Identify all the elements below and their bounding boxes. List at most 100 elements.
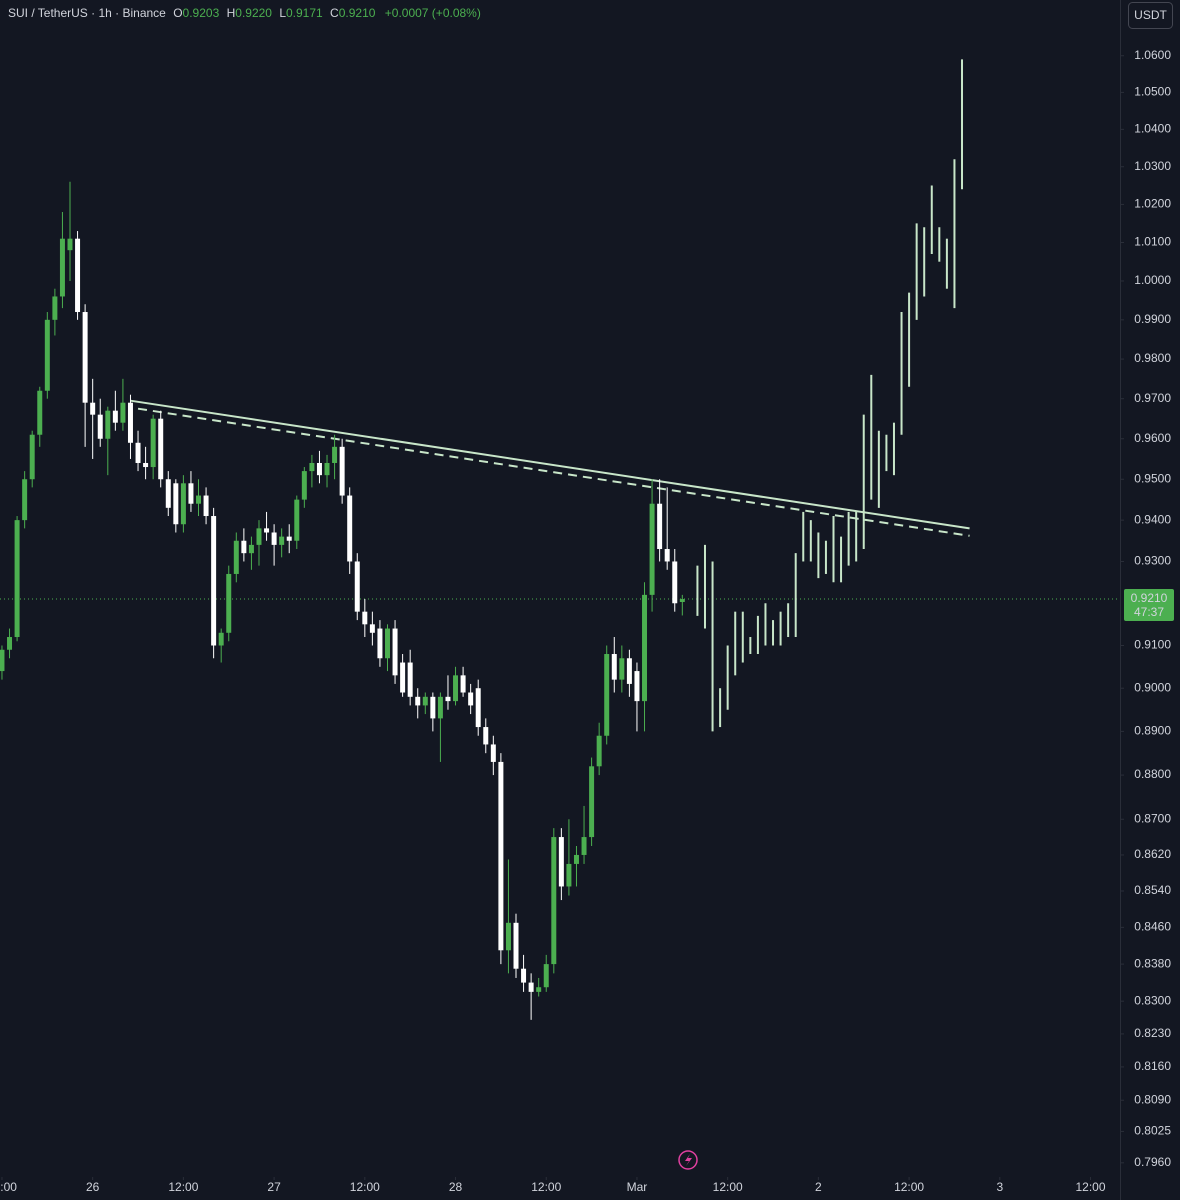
candle-body: [573, 854, 579, 864]
x-tick-label: 12:00: [894, 1180, 924, 1194]
ohlc-key: L: [279, 6, 286, 20]
x-tick-label: 12:00: [350, 1180, 380, 1194]
candle-body: [498, 761, 504, 951]
candle-body: [120, 402, 126, 423]
price-tag: [1124, 589, 1174, 622]
candle-body: [279, 536, 285, 545]
candle-body: [483, 727, 489, 745]
candle-body: [475, 688, 481, 728]
x-tick-label: 28: [449, 1180, 463, 1194]
y-tick-label: 0.8900: [1134, 724, 1171, 738]
candle-body: [566, 863, 572, 887]
candle-body: [551, 837, 557, 965]
candle-body: [377, 628, 383, 659]
y-tick-label: 1.0000: [1134, 273, 1171, 287]
candle-body: [460, 675, 466, 693]
candle-body: [211, 516, 217, 646]
plot-area: [0, 59, 1120, 1020]
candle-body: [143, 462, 149, 468]
x-tick-label: 12:00: [713, 1180, 743, 1194]
x-tick-label: 3: [996, 1180, 1003, 1194]
header: SUI / TetherUS · 1h · Binance O0.9203 H0…: [8, 6, 481, 20]
candle-body: [679, 599, 685, 602]
x-tick-label: 12:00: [0, 1180, 17, 1194]
candle-body: [188, 483, 194, 504]
candle-body: [468, 692, 474, 706]
candle-body: [67, 238, 73, 251]
candle-body: [490, 744, 496, 762]
y-tick-label: 1.0400: [1134, 122, 1171, 136]
ohlc-key: C: [330, 6, 339, 20]
candle-body: [7, 637, 13, 650]
candle-body: [241, 540, 247, 554]
trendline: [130, 399, 970, 530]
lightning-icon[interactable]: [678, 1150, 698, 1170]
y-tick-label: 0.8380: [1134, 956, 1171, 970]
y-tick-label: 0.8160: [1134, 1059, 1171, 1073]
x-tick-label: 26: [86, 1180, 100, 1194]
currency-button-label[interactable]: USDT: [1134, 8, 1167, 22]
candle-body: [354, 561, 360, 612]
candle-body: [392, 628, 398, 676]
y-tick-label: 0.9300: [1134, 554, 1171, 568]
candle-body: [445, 696, 451, 702]
candle-body: [536, 987, 542, 992]
candle-body: [347, 495, 353, 562]
candle-body: [672, 561, 678, 604]
candle-body: [52, 296, 58, 320]
y-tick-label: 0.8800: [1134, 767, 1171, 781]
candle-body: [581, 837, 587, 855]
y-tick-label: 0.9000: [1134, 680, 1171, 694]
candle-body: [301, 471, 307, 500]
candle-body: [619, 658, 625, 680]
candle-body: [339, 446, 345, 496]
candle-body: [385, 628, 390, 659]
x-tick-label: 27: [267, 1180, 281, 1194]
candle-body: [90, 402, 96, 415]
candle-body: [264, 528, 270, 533]
y-tick-label: 1.0600: [1134, 48, 1171, 62]
candle-body: [248, 544, 254, 554]
y-tick-label: 0.8540: [1134, 883, 1171, 897]
candle-body: [135, 442, 141, 463]
candle-body: [362, 611, 368, 625]
candle-body: [112, 410, 118, 423]
y-tick-label: 0.8700: [1134, 811, 1171, 825]
y-tick-label: 0.7960: [1134, 1155, 1171, 1169]
candle-body: [97, 414, 103, 439]
y-tick-label: 0.8230: [1134, 1026, 1171, 1040]
ohlc-value: 0.9220: [235, 6, 272, 20]
ohlc-key: H: [227, 6, 236, 20]
y-tick-label: 0.8620: [1134, 847, 1171, 861]
candle-body: [29, 434, 35, 480]
candle-body: [528, 982, 534, 992]
y-tick-label: 0.9600: [1134, 431, 1171, 445]
candle-body: [44, 319, 50, 391]
y-tick-label: 1.0200: [1134, 197, 1171, 211]
candle-body: [642, 594, 648, 702]
candle-body: [271, 532, 277, 545]
candle-body: [22, 479, 28, 521]
candle-body: [649, 503, 655, 595]
candle-body: [309, 462, 315, 472]
y-tick-label: 1.0100: [1134, 235, 1171, 249]
candle-body: [127, 402, 133, 443]
change: +0.0007 (+0.08%): [385, 6, 481, 20]
y-tick-label: 0.9100: [1134, 638, 1171, 652]
candle-body: [82, 312, 88, 403]
y-tick-label: 0.8300: [1134, 993, 1171, 1007]
currency-button[interactable]: [1128, 2, 1173, 29]
candle-body: [437, 696, 443, 719]
candle-body: [218, 632, 224, 646]
candle-body: [453, 675, 459, 702]
x-tick-label: 2: [815, 1180, 822, 1194]
y-tick-label: 0.9800: [1134, 351, 1171, 365]
y-tick-label: 0.8460: [1134, 920, 1171, 934]
price-tag-value: 0.9210: [1131, 591, 1168, 605]
candle-body: [332, 446, 338, 463]
x-tick-label: 12:00: [168, 1180, 198, 1194]
y-tick-label: 0.9900: [1134, 312, 1171, 326]
